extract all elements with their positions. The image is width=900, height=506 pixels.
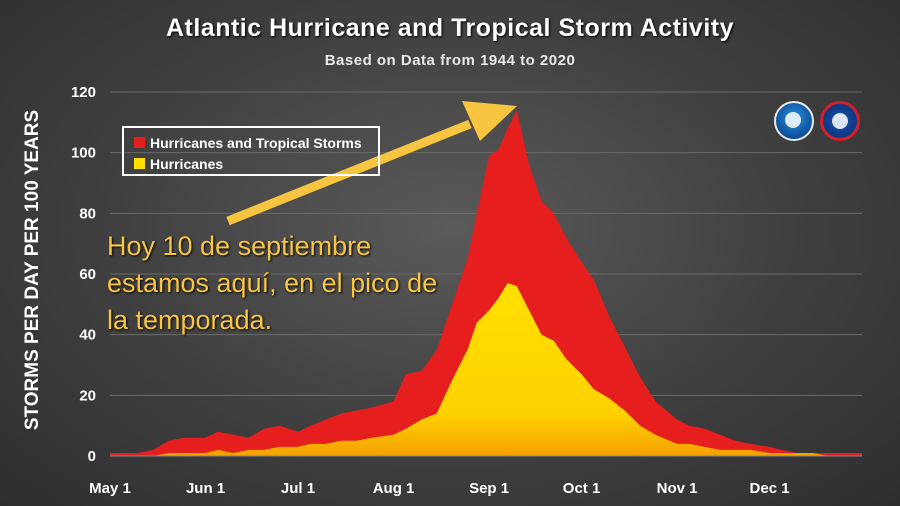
legend: Hurricanes and Tropical Storms Hurricane…: [122, 126, 380, 176]
x-tick-label: Sep 1: [469, 480, 509, 497]
legend-label-hurricanes: Hurricanes: [150, 155, 224, 172]
annotation-text: Hoy 10 de septiembre estamos aquí, en el…: [107, 231, 438, 335]
y-tick-label: 0: [88, 448, 96, 465]
y-tick-label: 80: [79, 205, 96, 222]
chart-title: Atlantic Hurricane and Tropical Storm Ac…: [165, 14, 735, 42]
noaa-logo-icon: [774, 101, 814, 141]
y-tick-label: 60: [79, 266, 96, 283]
noaa-logo-center: [785, 112, 801, 128]
series-area-storms: [110, 110, 862, 456]
x-tick-label: Oct 1: [563, 480, 601, 497]
nws-logo-icon: [820, 101, 860, 141]
x-tick-label: Dec 1: [750, 480, 790, 497]
y-tick-label: 40: [79, 327, 96, 344]
legend-label-storms: Hurricanes and Tropical Storms: [150, 134, 362, 151]
x-tick-label: Nov 1: [657, 480, 698, 497]
x-tick-label: Aug 1: [373, 480, 415, 497]
annotation-arrow-shaft: [226, 119, 472, 226]
x-tick-label: Jul 1: [281, 480, 315, 497]
chart-subtitle: Based on Data from 1944 to 2020: [324, 52, 576, 69]
y-tick-label: 120: [71, 84, 96, 101]
x-tick-label: Jun 1: [186, 480, 225, 497]
x-tick-label: May 1: [89, 480, 131, 497]
legend-swatch-hurricanes: [134, 158, 145, 169]
legend-item-hurricanes: Hurricanes: [134, 153, 368, 174]
nws-logo-center: [832, 113, 848, 129]
legend-swatch-storms: [134, 137, 145, 148]
legend-item-storms: Hurricanes and Tropical Storms: [134, 132, 368, 153]
annotation-arrow-head: [462, 101, 517, 141]
series-area-hurricanes: [110, 283, 862, 456]
y-tick-label: 20: [79, 387, 96, 404]
y-tick-label: 100: [71, 145, 96, 162]
